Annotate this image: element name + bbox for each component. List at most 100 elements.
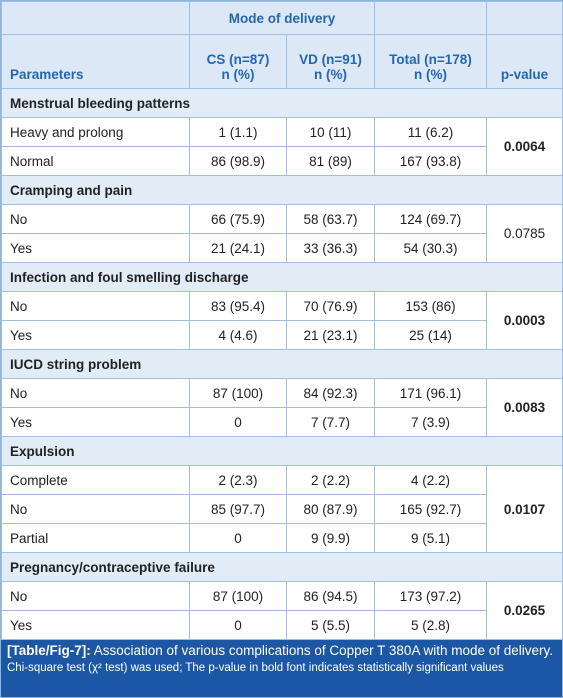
data-row: Heavy and prolong 1 (1.1) 10 (11) 11 (6.2) 0… (1, 117, 563, 176)
cell: 167 (93.8) (374, 146, 487, 176)
cell: 86 (94.5) (286, 581, 375, 611)
section-row: Pregnancy/contraceptive failure (1, 552, 563, 582)
p-value: 0.0003 (486, 291, 563, 350)
p-value: 0.0785 (486, 204, 563, 263)
header-cell (374, 1, 487, 35)
cell: 87 (100) (189, 581, 287, 611)
data-row: Complete 2 (2.3) 2 (2.2) 4 (2.2) 0.0107 (1, 465, 563, 553)
data-row: No 85 (97.7) 80 (87.9) 165 (92.7) (1, 494, 563, 524)
section-title: Cramping and pain (1, 175, 563, 205)
cell: 0 (189, 407, 287, 437)
p-value: 0.0064 (486, 117, 563, 176)
cell: 83 (95.4) (189, 291, 287, 321)
caption-text-block: [Table/Fig-7]: Association of various co… (7, 643, 556, 659)
section-row: Cramping and pain (1, 175, 563, 205)
column-header-line: Parameters (10, 67, 84, 82)
section-title: Menstrual bleeding patterns (1, 88, 563, 118)
cell: 153 (86) (374, 291, 487, 321)
cell: 10 (11) (286, 117, 375, 147)
data-row: Normal 86 (98.9) 81 (89) 167 (93.8) (1, 146, 563, 176)
data-row: No 66 (75.9) 58 (63.7) 124 (69.7) 0.0785 (1, 204, 563, 263)
cell: 85 (97.7) (189, 494, 287, 524)
cell: 5 (5.5) (286, 610, 375, 640)
section-title: IUCD string problem (1, 349, 563, 379)
cell: 4 (4.6) (189, 320, 287, 350)
cell: 5 (2.8) (374, 610, 487, 640)
cell: 7 (3.9) (374, 407, 487, 437)
column-header: Parameters (1, 34, 190, 89)
cell: 165 (92.7) (374, 494, 487, 524)
row-label: No (1, 204, 190, 234)
column-header-line: n (%) (221, 67, 255, 82)
data-row: Yes 0 7 (7.7) 7 (3.9) (1, 407, 563, 437)
section-row: IUCD string problem (1, 349, 563, 379)
row-label: Yes (1, 233, 190, 263)
data-row: Partial 0 9 (9.9) 9 (5.1) (1, 523, 563, 553)
cell: 54 (30.3) (374, 233, 487, 263)
cell: 21 (24.1) (189, 233, 287, 263)
header-cell (486, 1, 563, 35)
cell: 4 (2.2) (374, 465, 487, 495)
section-title: Expulsion (1, 436, 563, 466)
caption-label: [Table/Fig-7]: (7, 643, 91, 658)
section-row: Infection and foul smelling discharge (1, 262, 563, 292)
cell: 0 (189, 523, 287, 553)
group-header: Mode of delivery (189, 1, 375, 35)
cell: 7 (7.7) (286, 407, 375, 437)
row-label: Complete (1, 465, 190, 495)
cell: 2 (2.3) (189, 465, 287, 495)
data-row: Yes 21 (24.1) 33 (36.3) 54 (30.3) (1, 233, 563, 263)
row-label: No (1, 291, 190, 321)
cell: 84 (92.3) (286, 378, 375, 408)
caption: [Table/Fig-7]: Association of various co… (1, 640, 562, 697)
data-table: Mode of delivery Parameters CS (n=87) n (%)… (1, 1, 563, 640)
column-header-line: n (%) (414, 67, 447, 82)
row-label: Yes (1, 407, 190, 437)
section-row: Expulsion (1, 436, 563, 466)
cell: 0 (189, 610, 287, 640)
header-row: Mode of delivery (1, 1, 563, 35)
cell: 1 (1.1) (189, 117, 287, 147)
column-header-line: VD (n=91) (299, 52, 362, 67)
column-header-line: Total (n=178) (389, 52, 472, 67)
row-label: Partial (1, 523, 190, 553)
cell: 25 (14) (374, 320, 487, 350)
row-label: Normal (1, 146, 190, 176)
cell: 9 (9.9) (286, 523, 375, 553)
cell: 173 (97.2) (374, 581, 487, 611)
cell: 70 (76.9) (286, 291, 375, 321)
data-row: No 87 (100) 86 (94.5) 173 (97.2) 0.0265 (1, 581, 563, 640)
p-value: 0.0265 (486, 581, 563, 640)
column-header-line: n (%) (314, 67, 347, 82)
cell: 124 (69.7) (374, 204, 487, 234)
header-cell (1, 1, 190, 35)
header-row: Parameters CS (n=87) n (%) VD (n=91) n (%) To… (1, 34, 563, 89)
section-title: Pregnancy/contraceptive failure (1, 552, 563, 582)
column-header-line: p-value (500, 67, 549, 82)
cell: 66 (75.9) (189, 204, 287, 234)
p-value: 0.0107 (486, 465, 563, 553)
cell: 171 (96.1) (374, 378, 487, 408)
data-row: No 83 (95.4) 70 (76.9) 153 (86) 0.0003 (1, 291, 563, 350)
p-value: 0.0083 (486, 378, 563, 437)
data-row: Yes 4 (4.6) 21 (23.1) 25 (14) (1, 320, 563, 350)
cell: 33 (36.3) (286, 233, 375, 263)
cell: 58 (63.7) (286, 204, 375, 234)
column-header: VD (n=91) n (%) (286, 34, 375, 89)
row-label: No (1, 581, 190, 611)
caption-note: Chi-square test (χ² test) was used; The … (7, 662, 504, 674)
column-header: p-value (486, 34, 563, 89)
row-label: Yes (1, 610, 190, 640)
column-header: Total (n=178) n (%) (374, 34, 487, 89)
caption-text: Association of various complications of … (93, 643, 554, 658)
section-row: Menstrual bleeding patterns (1, 88, 563, 118)
cell: 86 (98.9) (189, 146, 287, 176)
cell: 21 (23.1) (286, 320, 375, 350)
row-label: No (1, 378, 190, 408)
cell: 11 (6.2) (374, 117, 487, 147)
cell: 87 (100) (189, 378, 287, 408)
cell: 81 (89) (286, 146, 375, 176)
row-label: Heavy and prolong (1, 117, 190, 147)
data-row: No 87 (100) 84 (92.3) 171 (96.1) 0.0083 (1, 378, 563, 437)
